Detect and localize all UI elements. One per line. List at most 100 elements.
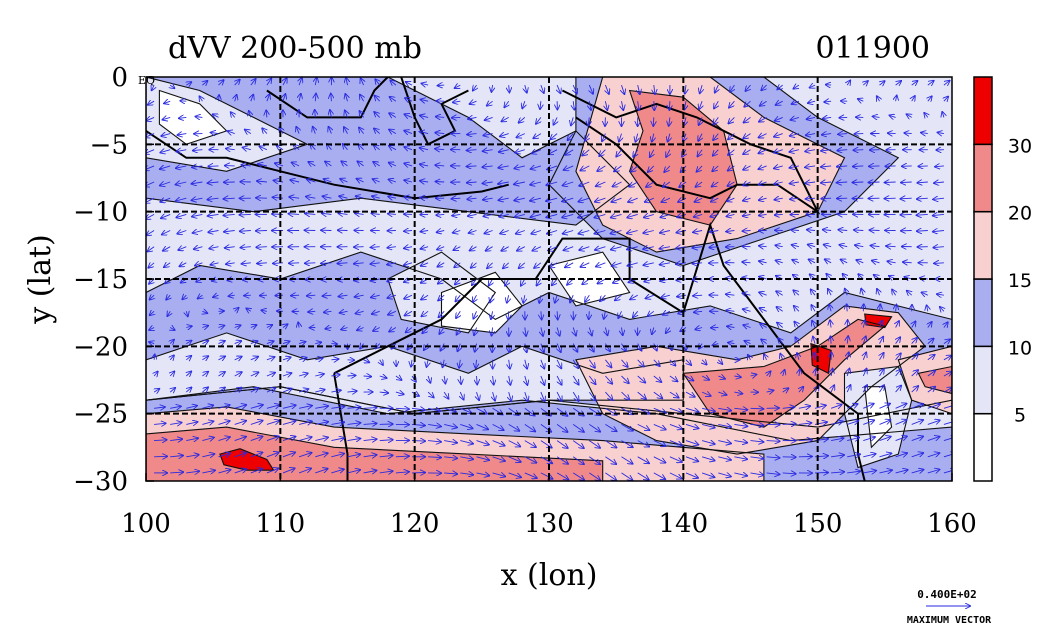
wind-vector [460, 473, 473, 475]
wind-vector [473, 311, 476, 318]
wind-vector [750, 441, 764, 442]
wind-vector [487, 262, 493, 268]
wind-vector [228, 131, 235, 134]
wind-vector [420, 148, 429, 150]
wind-vector [358, 161, 364, 166]
wind-vector [192, 166, 203, 167]
wind-vector [331, 422, 344, 424]
wind-vector [847, 352, 849, 360]
wind-vector [235, 95, 237, 102]
wind-vector [573, 101, 574, 109]
wind-vector [492, 327, 493, 336]
y-tick-label: 0 [111, 63, 128, 93]
wind-vector [533, 134, 542, 139]
wind-vector [441, 343, 445, 351]
wind-vector [154, 372, 158, 376]
wind-vector [389, 328, 397, 332]
wind-vector [218, 372, 225, 376]
wind-vector [533, 247, 542, 251]
wind-vector [557, 375, 562, 385]
wind-vector [469, 231, 477, 234]
wind-vector [613, 182, 622, 187]
wind-vector [234, 437, 246, 441]
wind-vector [734, 441, 747, 443]
wind-vector [193, 231, 203, 234]
wind-vector [315, 342, 321, 343]
wind-vector [573, 84, 577, 93]
wind-vector [406, 328, 413, 333]
wind-vector [178, 247, 187, 250]
wind-vector [460, 375, 461, 384]
wind-vector [605, 424, 616, 431]
wind-vector [847, 471, 860, 473]
y-tick-label: −15 [73, 265, 128, 295]
wind-vector [637, 472, 649, 480]
eq-label: EQ [138, 74, 155, 87]
wind-vector [405, 114, 413, 117]
wind-vector [582, 149, 590, 156]
wind-vector [605, 101, 607, 110]
wind-vector [455, 278, 461, 284]
wind-vector [678, 198, 687, 202]
wind-vector [669, 407, 682, 412]
wind-vector [807, 117, 816, 119]
wind-vector [710, 231, 719, 233]
wind-vector [390, 97, 397, 101]
wind-vector [646, 295, 654, 298]
wind-vector [643, 247, 654, 249]
wind-vector [847, 81, 850, 86]
wind-vector [379, 392, 389, 393]
wind-vector [676, 247, 687, 249]
wind-vector [759, 198, 767, 200]
wind-vector [824, 245, 832, 247]
wind-vector [470, 101, 477, 104]
wind-vector [750, 375, 757, 377]
wind-vector [540, 456, 552, 464]
wind-vector [895, 453, 908, 457]
wind-vector [435, 133, 445, 134]
wind-vector [404, 263, 413, 265]
wind-vector [476, 473, 490, 476]
wind-vector [202, 356, 208, 360]
wind-vector [531, 231, 542, 234]
wind-vector [863, 471, 876, 473]
wind-vector [677, 295, 687, 297]
x-axis-label: x (lon) [501, 558, 598, 593]
wind-vector [146, 214, 155, 219]
wind-vector [468, 214, 477, 216]
wind-vector [669, 423, 682, 429]
wind-vector [218, 421, 230, 425]
wind-vector [331, 375, 339, 376]
colorbar-swatch [973, 345, 993, 415]
wind-vector [637, 423, 650, 430]
wind-vector [291, 295, 300, 296]
contour-line [917, 365, 952, 395]
wind-vector [669, 472, 682, 479]
wind-vector [218, 405, 230, 408]
wind-vector [550, 133, 558, 140]
wind-vector [807, 230, 816, 231]
wind-vector [677, 231, 687, 233]
wind-vector [618, 311, 621, 318]
wind-vector [444, 391, 448, 399]
wind-vector [662, 198, 671, 202]
wind-vector [605, 375, 612, 384]
vector-legend-label: MAXIMUM VECTOR [907, 615, 992, 626]
wind-vector [371, 247, 380, 248]
wind-vector [266, 421, 279, 425]
wind-vector [507, 295, 509, 303]
wind-vector [411, 408, 425, 410]
wind-vector [525, 343, 527, 353]
wind-vector [790, 150, 800, 152]
coastline [266, 77, 389, 119]
wind-vector [388, 197, 396, 199]
wind-vector [701, 392, 711, 396]
wind-vector [837, 182, 848, 183]
wind-vector [364, 360, 370, 363]
wind-vector [234, 453, 246, 457]
wind-vector [208, 231, 219, 233]
wind-vector [162, 231, 171, 235]
wind-vector [668, 133, 670, 142]
wind-vector [170, 456, 183, 457]
